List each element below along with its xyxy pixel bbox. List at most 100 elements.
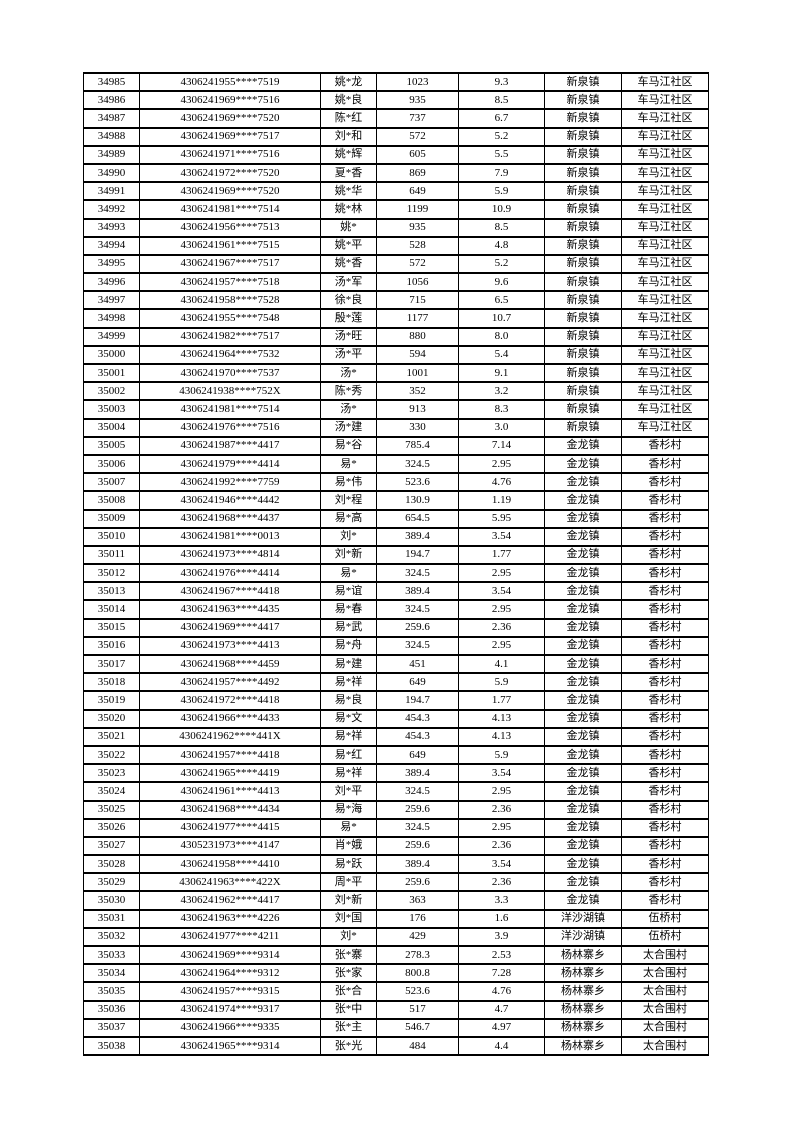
cell-name: 汤* bbox=[320, 399, 377, 420]
cell-amount: 594 bbox=[376, 344, 459, 366]
cell-town: 杨林寨乡 bbox=[544, 981, 622, 1002]
cell-value: 3.2 bbox=[458, 381, 545, 402]
cell-name: 刘*国 bbox=[320, 908, 377, 929]
cell-id-masked: 4306241965****4419 bbox=[139, 763, 321, 784]
cell-value: 1.6 bbox=[458, 908, 545, 929]
cell-village: 香杉村 bbox=[621, 581, 709, 602]
cell-village: 车马江社区 bbox=[621, 126, 709, 147]
cell-name: 张*主 bbox=[320, 1017, 377, 1038]
table-row: 35011 4306241973****4814 刘*新 194.7 1.77 金龙镇 香杉… bbox=[83, 544, 709, 566]
cell-village: 车马江社区 bbox=[621, 399, 709, 420]
cell-seq: 35008 bbox=[83, 490, 140, 511]
cell-value: 4.7 bbox=[458, 999, 545, 1020]
cell-name: 易*伟 bbox=[320, 472, 377, 493]
cell-value: 6.7 bbox=[458, 108, 545, 129]
cell-amount: 935 bbox=[376, 217, 459, 238]
cell-value: 4.13 bbox=[458, 708, 545, 729]
cell-id-masked: 4306241969****7520 bbox=[139, 108, 321, 129]
table-row: 34990 4306241972****7520 夏*香 869 7.9 新泉镇 车马江社区 bbox=[83, 162, 709, 184]
cell-amount: 278.3 bbox=[376, 944, 459, 966]
cell-id-masked: 4306241992****7759 bbox=[139, 472, 321, 493]
cell-seq: 35036 bbox=[83, 999, 140, 1020]
cell-name: 易*祥 bbox=[320, 726, 377, 747]
cell-amount: 451 bbox=[376, 653, 459, 675]
cell-village: 香杉村 bbox=[621, 708, 709, 729]
cell-id-masked: 4306241977****4211 bbox=[139, 926, 321, 948]
table-row: 35028 4306241958****4410 易*跃 389.4 3.54 金龙镇 香杉… bbox=[83, 854, 709, 875]
cell-town: 新泉镇 bbox=[544, 71, 622, 93]
cell-town: 金龙镇 bbox=[544, 890, 622, 911]
cell-value: 6.5 bbox=[458, 290, 545, 311]
cell-amount: 259.6 bbox=[376, 799, 459, 820]
cell-amount: 880 bbox=[376, 326, 459, 347]
cell-name: 汤*建 bbox=[320, 417, 377, 438]
cell-seq: 35028 bbox=[83, 854, 140, 875]
cell-village: 香杉村 bbox=[621, 653, 709, 675]
cell-value: 3.54 bbox=[458, 581, 545, 602]
cell-amount: 194.7 bbox=[376, 690, 459, 711]
cell-town: 金龙镇 bbox=[544, 617, 622, 638]
cell-value: 8.3 bbox=[458, 399, 545, 420]
cell-name: 易*跃 bbox=[320, 854, 377, 875]
cell-village: 车马江社区 bbox=[621, 144, 709, 165]
cell-town: 杨林寨乡 bbox=[544, 1035, 622, 1057]
cell-seq: 35006 bbox=[83, 453, 140, 475]
cell-seq: 34997 bbox=[83, 290, 140, 311]
cell-value: 4.97 bbox=[458, 1017, 545, 1038]
cell-seq: 35016 bbox=[83, 635, 140, 657]
cell-id-masked: 4306241966****4433 bbox=[139, 708, 321, 729]
cell-village: 车马江社区 bbox=[621, 290, 709, 311]
cell-name: 易*红 bbox=[320, 744, 377, 766]
cell-id-masked: 4306241968****4434 bbox=[139, 799, 321, 820]
cell-village: 香杉村 bbox=[621, 835, 709, 857]
cell-amount: 389.4 bbox=[376, 581, 459, 602]
cell-seq: 35037 bbox=[83, 1017, 140, 1038]
cell-value: 5.95 bbox=[458, 508, 545, 529]
cell-seq: 35001 bbox=[83, 362, 140, 384]
table-row: 35009 4306241968****4437 易*高 654.5 5.95 金龙镇 香杉… bbox=[83, 508, 709, 529]
cell-id-masked: 4306241981****7514 bbox=[139, 399, 321, 420]
cell-value: 1.77 bbox=[458, 544, 545, 566]
table-row: 35031 4306241963****4226 刘*国 176 1.6 洋沙湖镇 伍桥村 bbox=[83, 908, 709, 929]
table-row: 35026 4306241977****4415 易* 324.5 2.95 金龙镇 香杉村 bbox=[83, 817, 709, 838]
cell-name: 汤* bbox=[320, 362, 377, 384]
cell-seq: 35022 bbox=[83, 744, 140, 766]
cell-seq: 35014 bbox=[83, 599, 140, 620]
cell-village: 香杉村 bbox=[621, 435, 709, 456]
cell-seq: 34994 bbox=[83, 235, 140, 256]
cell-id-masked: 4306241976****7516 bbox=[139, 417, 321, 438]
table-row: 35030 4306241962****4417 刘*新 363 3.3 金龙镇 香杉村 bbox=[83, 890, 709, 911]
table-row: 35004 4306241976****7516 汤*建 330 3.0 新泉镇 车马江社区 bbox=[83, 417, 709, 438]
cell-amount: 1056 bbox=[376, 272, 459, 293]
cell-value: 5.9 bbox=[458, 181, 545, 202]
cell-seq: 35029 bbox=[83, 872, 140, 893]
cell-name: 张*合 bbox=[320, 981, 377, 1002]
cell-seq: 35032 bbox=[83, 926, 140, 948]
cell-amount: 523.6 bbox=[376, 472, 459, 493]
cell-amount: 352 bbox=[376, 381, 459, 402]
cell-seq: 34988 bbox=[83, 126, 140, 147]
cell-name: 易* bbox=[320, 453, 377, 475]
cell-seq: 35034 bbox=[83, 963, 140, 984]
cell-value: 4.1 bbox=[458, 653, 545, 675]
cell-id-masked: 4306241957****7518 bbox=[139, 272, 321, 293]
cell-amount: 649 bbox=[376, 744, 459, 766]
cell-value: 4.76 bbox=[458, 981, 545, 1002]
cell-amount: 324.5 bbox=[376, 635, 459, 657]
table-row: 35022 4306241957****4418 易*红 649 5.9 金龙镇 香杉村 bbox=[83, 744, 709, 766]
cell-village: 香杉村 bbox=[621, 890, 709, 911]
cell-id-masked: 4306241981****7514 bbox=[139, 199, 321, 220]
cell-seq: 35027 bbox=[83, 835, 140, 857]
cell-village: 车马江社区 bbox=[621, 326, 709, 347]
cell-seq: 35003 bbox=[83, 399, 140, 420]
cell-village: 香杉村 bbox=[621, 544, 709, 566]
cell-town: 金龙镇 bbox=[544, 599, 622, 620]
cell-seq: 35026 bbox=[83, 817, 140, 838]
cell-amount: 484 bbox=[376, 1035, 459, 1057]
cell-town: 新泉镇 bbox=[544, 326, 622, 347]
cell-town: 洋沙湖镇 bbox=[544, 926, 622, 948]
table-row: 34999 4306241982****7517 汤*旺 880 8.0 新泉镇 车马江社区 bbox=[83, 326, 709, 347]
cell-amount: 649 bbox=[376, 672, 459, 693]
cell-amount: 785.4 bbox=[376, 435, 459, 456]
cell-seq: 34985 bbox=[83, 71, 140, 93]
